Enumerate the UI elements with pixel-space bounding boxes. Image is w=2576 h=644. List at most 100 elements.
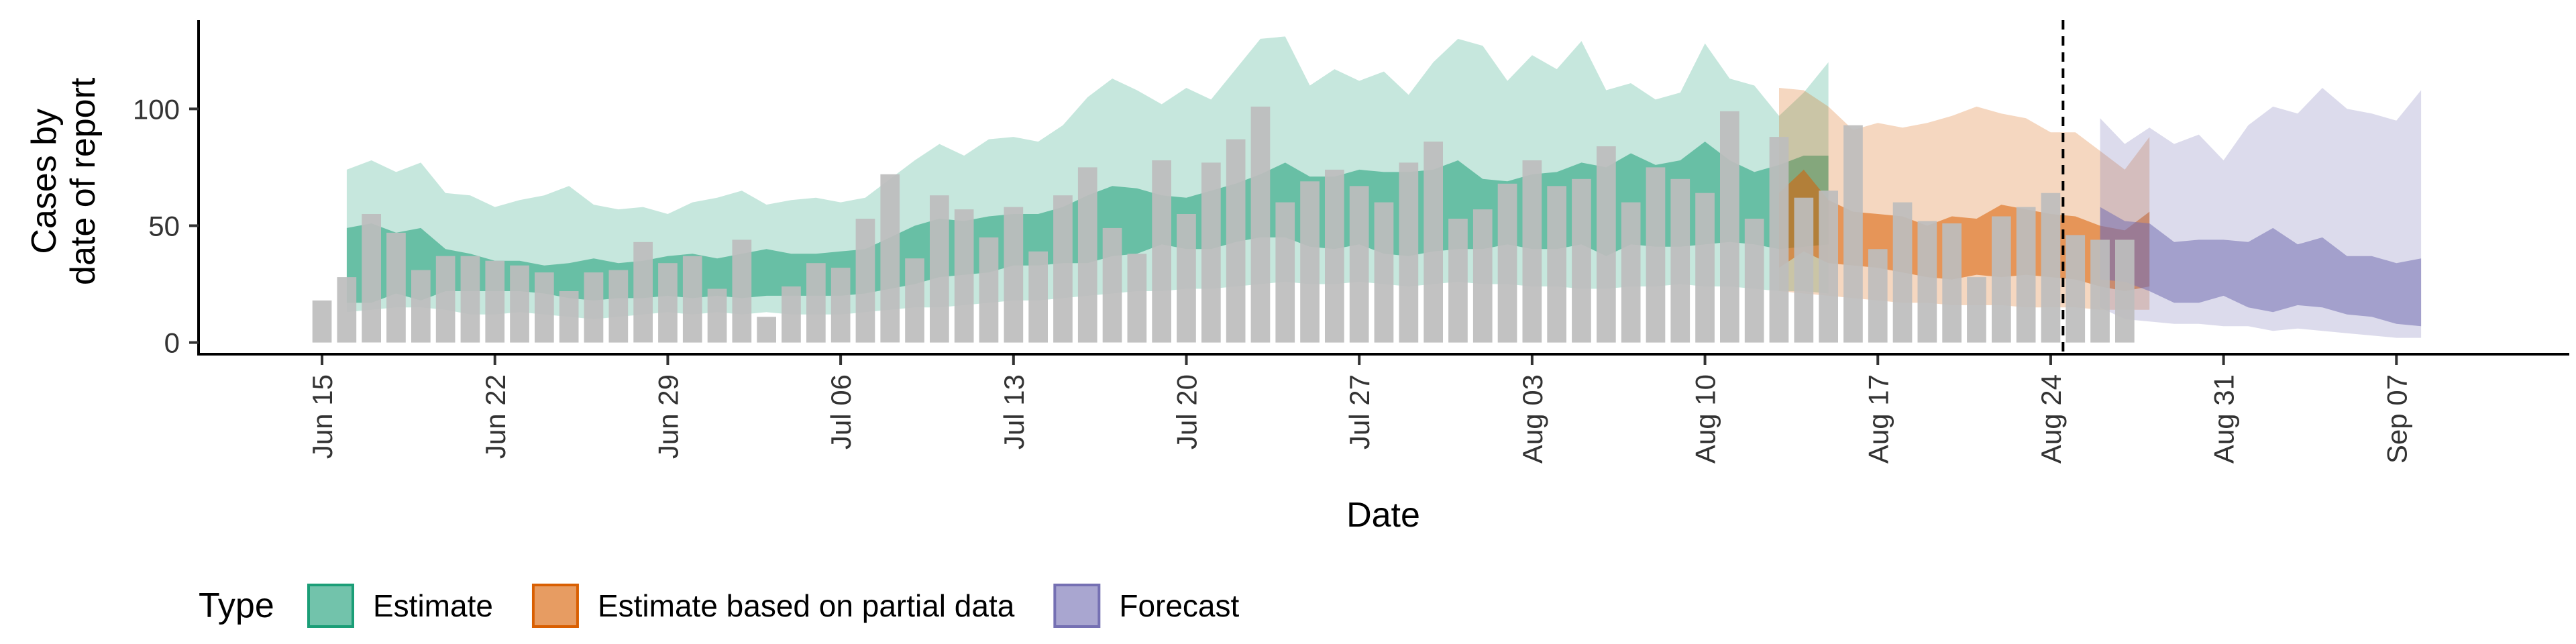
case-bar (559, 291, 579, 343)
case-bar (855, 219, 875, 343)
case-bar (1670, 178, 1690, 343)
case-bar (1102, 227, 1122, 343)
case-bar (2115, 239, 2135, 343)
x-tick-label: Aug 24 (2035, 374, 2067, 464)
case-bar (1152, 160, 1171, 343)
x-tick-label: Aug 10 (1690, 374, 1721, 464)
case-bar (1695, 193, 1715, 343)
case-bar (1275, 202, 1295, 343)
case-bar (905, 258, 924, 343)
y-ticks: 0 50 100 (133, 93, 199, 359)
legend-title: Type (199, 586, 274, 625)
case-bar (584, 272, 604, 343)
case-bar (732, 239, 752, 343)
case-bar (1053, 195, 1073, 343)
case-bar (1077, 167, 1097, 343)
case-bar (1226, 139, 1246, 343)
case-bar (411, 270, 431, 343)
legend-key-estimate (307, 584, 354, 628)
case-bar (485, 260, 505, 343)
forecast-band-50 (2100, 207, 2422, 327)
case-bar (1547, 186, 1566, 343)
case-bar (2090, 239, 2110, 343)
case-bar (1843, 125, 1863, 343)
case-bar (312, 300, 332, 343)
case-bar (806, 263, 826, 343)
case-bar (1597, 146, 1616, 343)
case-bar (707, 288, 727, 343)
case-bar (757, 317, 776, 343)
legend-label-estimate: Estimate (373, 588, 493, 623)
case-bar (1424, 142, 1443, 343)
case-bar (337, 277, 357, 343)
legend-label-estimate-based-on-partial-data: Estimate based on partial data (598, 588, 1015, 623)
x-tick-label: Jun 22 (480, 374, 511, 459)
case-bar (782, 286, 801, 343)
case-bar (2065, 235, 2086, 343)
case-bar (880, 174, 900, 343)
case-bar (1967, 277, 1986, 343)
legend: Type Estimate Estimate based on partial d… (199, 584, 1240, 628)
case-bar (1472, 209, 1493, 343)
x-tick-label: Jun 15 (307, 374, 338, 459)
case-bar (830, 268, 851, 343)
y-tick-label: 0 (164, 327, 180, 359)
y-tick-label: 100 (133, 93, 180, 125)
case-bar (633, 241, 653, 343)
legend-key-estimate-based-on-partial-data (531, 584, 579, 628)
case-bar (1349, 186, 1369, 343)
case-bar (510, 265, 529, 343)
case-bar (362, 214, 381, 343)
case-bar (1399, 162, 1419, 343)
legend-label-forecast: Forecast (1119, 588, 1239, 623)
case-bar (535, 272, 554, 343)
case-bar (1028, 251, 1048, 343)
case-bar (460, 256, 480, 343)
case-bar (2016, 207, 2036, 343)
bar-layer (312, 106, 2135, 343)
x-tick-label: Jun 29 (652, 374, 684, 459)
x-tick-label: Jul 27 (1344, 374, 1375, 449)
case-bar (1720, 111, 1739, 343)
x-tick-label: Sep 07 (2381, 374, 2412, 464)
x-tick-label: Jul 06 (825, 374, 857, 449)
case-bar (2041, 193, 2061, 343)
case-bar (1819, 191, 1838, 343)
x-tick-label: Jul 13 (998, 374, 1030, 449)
legend-key-forecast (1053, 584, 1101, 628)
y-tick-label: 50 (148, 210, 180, 241)
y-axis-title: Cases bydate of report (25, 77, 103, 285)
x-axis-title: Date (1346, 496, 1420, 535)
case-bar (435, 256, 455, 343)
case-bar (1374, 202, 1394, 343)
x-tick-label: Aug 17 (1862, 374, 1894, 464)
case-bar (1127, 254, 1147, 343)
case-bar (1917, 221, 1937, 343)
x-tick-label: Aug 03 (1517, 374, 1548, 464)
case-bar (1448, 219, 1468, 343)
case-bar (1300, 181, 1320, 343)
case-bar (386, 232, 406, 343)
case-bar (1621, 202, 1641, 343)
case-bar (1250, 106, 1271, 343)
x-tick-label: Jul 20 (1171, 374, 1203, 449)
case-bar (1522, 160, 1542, 343)
case-bar (954, 209, 974, 343)
case-bar (1201, 162, 1221, 343)
case-bar (1325, 169, 1344, 343)
case-bar (979, 237, 999, 343)
case-bar (1992, 216, 2011, 343)
case-bar (1497, 183, 1517, 343)
case-bar (1942, 223, 1962, 343)
case-bar (1004, 207, 1024, 343)
case-bar (658, 263, 678, 343)
case-bar (1868, 249, 1888, 343)
case-bar (1572, 178, 1591, 343)
x-tick-label: Aug 31 (2208, 374, 2240, 464)
case-bar (930, 195, 949, 343)
case-bar (608, 270, 629, 343)
case-bar (1769, 137, 1789, 343)
x-ticks: Jun 15 Jun 22 Jun 29 Jul 06 Jul 13 Jul 20 Jul … (307, 356, 2412, 464)
case-bar (1177, 214, 1196, 343)
